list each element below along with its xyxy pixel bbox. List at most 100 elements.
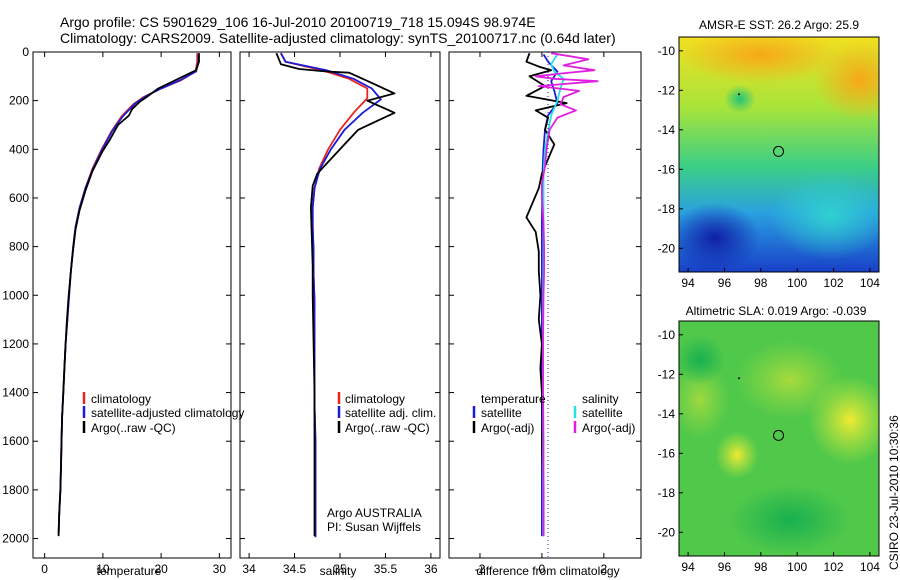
x-tick-label: 34.5	[283, 562, 307, 576]
x-tick-label: 0	[539, 562, 546, 576]
map-y-tick-label: -14	[658, 407, 676, 421]
map-y-tick-label: -10	[658, 44, 676, 58]
sst-eddy	[724, 85, 756, 113]
y-tick-label: 1400	[2, 386, 29, 400]
x-tick-label: 34	[242, 562, 256, 576]
sla-mid-patch	[735, 340, 845, 420]
x-tick-label: 2	[600, 562, 607, 576]
legend-label-satellite: satellite-adjusted climatology	[91, 406, 244, 420]
timestamp-stamp: CSIRO 23-Jul-2010 10:30:36	[887, 415, 900, 570]
sst-map-markers: 94 96 98 100 102 104 -10 -12 -14 -16 -18 -20	[658, 44, 881, 290]
y-tick-label: 0	[22, 45, 29, 59]
y-tick-label: 2000	[2, 532, 29, 546]
legend-label-climatology: climatology	[91, 392, 151, 406]
y-tick-label: 800	[9, 240, 29, 254]
x-tick-label: 0	[41, 562, 48, 576]
map-x-tick-label: 98	[754, 560, 768, 574]
series-line-1-2	[275, 52, 396, 537]
map-x-tick-label: 102	[824, 276, 844, 290]
legend-label-argo: Argo(..raw -QC)	[91, 421, 176, 435]
annotation-argo-australia: Argo AUSTRALIA	[327, 506, 422, 520]
temperature-series	[57, 53, 200, 537]
legend-label-temp-argo: Argo(-adj)	[481, 421, 534, 435]
legend-heading-salinity: salinity	[582, 392, 619, 406]
map-x-tick-label: 102	[824, 560, 844, 574]
temperature-legend: climatology satellite-adjusted climatolo…	[82, 392, 244, 435]
salinity-xlabel: salinity	[320, 564, 357, 578]
sla-high-west	[715, 431, 759, 479]
x-tick-label: 10	[96, 562, 110, 576]
x-tick-label: 36	[424, 562, 438, 576]
sst-cold-patch	[679, 203, 760, 272]
x-tick-label: -2	[475, 562, 486, 576]
x-tick-label: 35	[333, 562, 347, 576]
series-line-0-1	[57, 53, 200, 534]
map-x-tick-label: 104	[860, 276, 880, 290]
series-line-2-1	[525, 52, 568, 537]
argo-position-marker	[773, 145, 785, 157]
legend-label-satellite: satellite adj. clim.	[345, 406, 436, 420]
salinity-legend: climatology satellite adj. clim. Argo(..…	[337, 392, 436, 435]
map-y-tick-label: -20	[658, 241, 676, 255]
difference-xlabel: difference from climatology	[476, 564, 619, 578]
map-x-tick-label: 100	[787, 276, 807, 290]
argo-position-marker	[773, 429, 785, 441]
sst-map-title: AMSR-E SST: 26.2 Argo: 25.9	[699, 18, 859, 32]
map-y-tick-label: -20	[658, 525, 676, 539]
sla-map-markers: 94 96 98 100 102 104 -10 -12 -14 -16 -18 -20	[658, 328, 881, 574]
sst-cyan-patch	[770, 170, 879, 260]
map-y-tick-label: -18	[658, 202, 676, 216]
y-tick-label: 1200	[2, 337, 29, 351]
y-tick-label: 600	[9, 191, 29, 205]
sst-map-field	[679, 37, 879, 272]
legend-label-climatology: climatology	[345, 392, 405, 406]
difference-legend: temperature satellite Argo(-adj) salinit…	[472, 392, 635, 435]
difference-panel-frame	[448, 51, 642, 559]
sla-map-title: Altimetric SLA: 0.019 Argo: -0.039	[686, 304, 867, 318]
map-y-tick-label: -16	[658, 162, 676, 176]
legend-label-sal-satellite: satellite	[582, 406, 623, 420]
y-tick-label: 400	[9, 142, 29, 156]
sst-map-frame	[678, 36, 880, 273]
marked-position-dot	[738, 377, 740, 380]
axis-ticks: 0 10 20 30020040060080010001200140016001800…	[2, 45, 641, 576]
y-tick-label: 1800	[2, 483, 29, 497]
title-line-1: Argo profile: CS 5901629_106 16-Jul-2010…	[60, 14, 536, 30]
x-tick-label: 20	[154, 562, 168, 576]
map-x-tick-label: 94	[681, 276, 695, 290]
series-line-0-0	[57, 53, 199, 534]
map-y-tick-label: -12	[658, 367, 676, 381]
salinity-panel-frame	[239, 51, 441, 559]
legend-label-argo: Argo(..raw -QC)	[345, 421, 430, 435]
legend-label-temp-satellite: satellite	[481, 406, 522, 420]
map-x-tick-label: 96	[718, 276, 732, 290]
sla-map-frame	[678, 320, 880, 557]
series-line-0-2	[57, 53, 200, 537]
marked-position-dot	[738, 93, 740, 96]
sst-warm-patch-east	[815, 40, 879, 120]
x-tick-label: 30	[213, 562, 227, 576]
sst-warm-patch	[680, 37, 840, 83]
y-tick-label: 1600	[2, 434, 29, 448]
difference-series	[525, 52, 599, 537]
temperature-panel-frame	[32, 51, 232, 559]
sla-low-north	[679, 335, 725, 385]
salinity-series	[275, 52, 396, 538]
map-x-tick-label: 96	[718, 560, 732, 574]
legend-label-sal-argo: Argo(-adj)	[582, 421, 635, 435]
series-line-1-0	[280, 52, 369, 537]
temperature-xlabel: temperature	[97, 564, 162, 578]
sla-low-south	[730, 485, 850, 555]
map-x-tick-label: 100	[787, 560, 807, 574]
y-tick-label: 200	[9, 94, 29, 108]
sla-map-field	[679, 321, 879, 556]
map-x-tick-label: 98	[754, 276, 768, 290]
map-y-tick-label: -18	[658, 486, 676, 500]
map-x-tick-label: 94	[681, 560, 695, 574]
map-y-tick-label: -14	[658, 123, 676, 137]
x-tick-label: 35.5	[374, 562, 398, 576]
legend-heading-temperature: temperature	[481, 392, 546, 406]
title-line-2: Climatology: CARS2009. Satellite-adjuste…	[60, 30, 616, 46]
series-line-2-3	[534, 52, 599, 537]
